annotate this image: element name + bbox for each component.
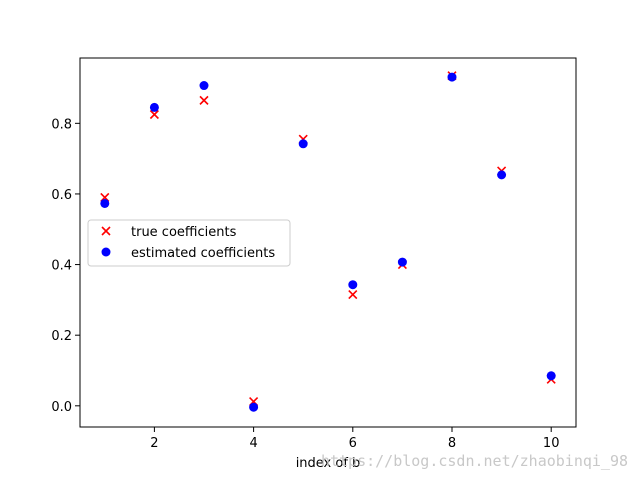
estimated-coefficient-point <box>497 170 507 180</box>
x-tick-label: 10 <box>543 436 560 451</box>
true-coefficient-point <box>199 95 209 105</box>
estimated-coefficient-point <box>348 280 358 290</box>
estimated-coefficient-point <box>149 102 159 112</box>
legend-marker-estimated <box>101 247 111 257</box>
legend-label-true: true coefficients <box>131 225 237 240</box>
estimated-coefficient-point <box>546 371 556 381</box>
estimated-coefficient-point <box>447 72 457 82</box>
y-tick-label: 0.4 <box>51 259 72 274</box>
estimated-coefficient-point <box>100 198 110 208</box>
legend-box <box>87 219 291 267</box>
x-tick-label: 8 <box>448 436 456 451</box>
legend-label-estimated: estimated coefficients <box>131 246 275 261</box>
plot-frame <box>79 57 577 428</box>
ticks-layer: 2 4 6 8 10 0.0 0.2 0.4 0.6 0.8 <box>51 117 559 451</box>
y-tick-label: 0.6 <box>51 188 72 203</box>
x-tick-label: 6 <box>349 436 357 451</box>
estimated-coefficient-point <box>397 257 407 267</box>
estimated-coefficient-point <box>298 139 308 149</box>
x-tick-label: 2 <box>150 436 158 451</box>
y-tick-label: 0.8 <box>51 117 72 132</box>
y-tick-label: 0.2 <box>51 329 72 344</box>
estimated-coefficient-point <box>249 402 259 412</box>
legend-marker-true <box>101 226 111 236</box>
legend: true coefficients estimated coefficients <box>87 219 291 267</box>
true-coefficient-point <box>348 290 358 300</box>
x-axis-label: index of b <box>296 456 361 471</box>
estimated-coefficient-point <box>199 81 209 91</box>
x-tick-label: 4 <box>249 436 257 451</box>
y-tick-label: 0.0 <box>51 400 72 415</box>
points-layer <box>100 71 556 412</box>
watermark-text: https://blog.csdn.net/zhaobinqi_98 <box>321 452 628 470</box>
true-coefficient-point <box>149 109 159 120</box>
